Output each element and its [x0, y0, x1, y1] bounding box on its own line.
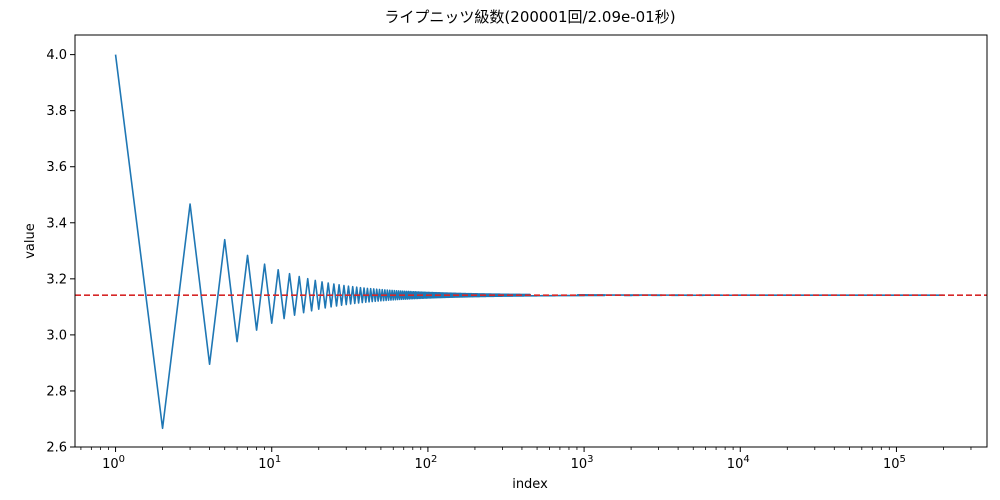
x-tick-label: 103: [571, 454, 594, 472]
y-tick-label: 3.6: [46, 160, 67, 175]
y-tick-label: 3.0: [46, 328, 67, 343]
plot-area: [75, 54, 987, 430]
x-tick-label: 104: [727, 454, 750, 472]
y-tick-label: 3.8: [46, 104, 67, 119]
x-tick-label: 102: [414, 454, 437, 472]
y-tick-label: 2.8: [46, 384, 67, 399]
y-axis: 2.6 2.8 3.0 3.2 3.4 3.6 3.8 4.0: [46, 48, 75, 456]
y-tick-label: 3.2: [46, 272, 67, 287]
y-tick-label: 4.0: [46, 48, 67, 63]
y-tick-label: 3.4: [46, 216, 67, 231]
x-tick-label: 105: [883, 454, 906, 472]
x-tick-label: 100: [102, 454, 125, 472]
x-tick-label: 101: [258, 454, 281, 472]
plot-frame: [74, 34, 988, 448]
x-axis-label: index: [512, 477, 548, 492]
x-axis: 100 101 102 103 104 105: [80, 447, 972, 472]
chart-title: ライプニッツ級数(200001回/2.09e-01秒): [384, 8, 675, 26]
y-tick-label: 2.6: [46, 441, 67, 456]
y-axis-label: value: [23, 223, 38, 259]
series-line: [114, 54, 945, 430]
